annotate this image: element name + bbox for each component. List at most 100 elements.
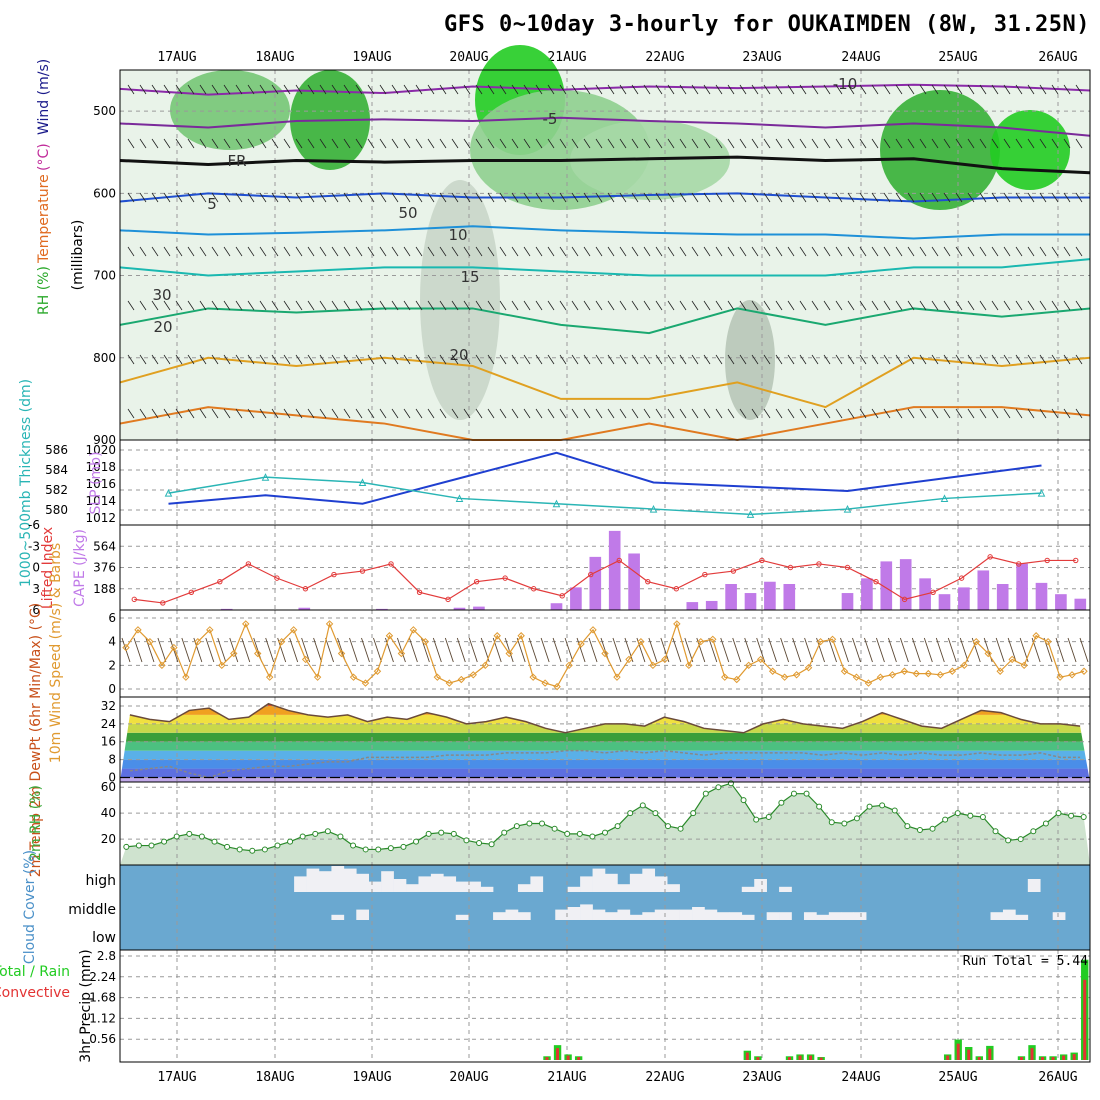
wind-barb <box>607 354 615 365</box>
wind-barb <box>751 246 759 257</box>
cloud-high-bar <box>580 876 593 892</box>
temp-band <box>120 703 1090 706</box>
precip-convective-bar <box>577 1057 581 1060</box>
date-label-top: 19AUG <box>352 50 391 65</box>
temperature-contour <box>119 192 1090 203</box>
thickness-marker <box>164 489 173 497</box>
precip-convective-bar <box>1041 1057 1045 1060</box>
cloud-middle-bar <box>1052 912 1066 920</box>
wind-barb <box>935 637 945 663</box>
wind-barb <box>751 138 759 149</box>
wind-barb <box>487 408 495 419</box>
wind-barb <box>852 637 861 663</box>
y-label-total-rain: Total / Rain <box>0 964 70 980</box>
y-label-cloud: Cloud Cover (%) <box>22 850 38 964</box>
rh-marker <box>387 845 394 852</box>
wind-barb <box>751 192 759 203</box>
precip-convective-bar <box>1062 1055 1066 1060</box>
cloud-middle-bar <box>517 912 531 920</box>
wind-barb <box>187 300 195 311</box>
rh-marker <box>664 823 671 830</box>
wind-speed-marker <box>697 637 705 646</box>
date-label-bottom: 25AUG <box>938 1070 977 1085</box>
wind-barb <box>247 300 255 311</box>
y-tick-label: 2 <box>108 658 116 672</box>
wind-speed-marker <box>888 671 897 679</box>
rh-marker <box>337 833 344 840</box>
wind-barb <box>355 84 363 95</box>
wind-barb <box>667 354 675 365</box>
wind-barb <box>715 246 723 257</box>
wind-barb <box>379 192 387 203</box>
cape-bar <box>725 584 737 610</box>
rh-marker <box>828 819 835 826</box>
wind-barb <box>403 408 411 419</box>
rh-marker <box>765 814 772 821</box>
wind-barb <box>379 138 387 149</box>
wind-barb <box>1027 300 1035 311</box>
cloud-middle-bar <box>505 909 519 920</box>
wind-barb <box>1039 354 1047 365</box>
wind-speed-marker <box>361 679 370 687</box>
wind-barb <box>739 300 747 311</box>
wind-barb <box>127 354 135 365</box>
rh-marker <box>148 842 155 849</box>
wind-barb <box>463 354 471 365</box>
wind-barb <box>763 300 771 311</box>
y-label-cape: CAPE (J/kg) <box>72 529 88 607</box>
wind-barb <box>655 408 663 419</box>
contour-label: -10 <box>833 75 858 93</box>
wind-barb <box>127 408 135 419</box>
rh-marker <box>123 843 130 850</box>
cape-bar <box>1016 563 1028 610</box>
wind-barb <box>1003 354 1011 365</box>
wind-barb <box>475 138 483 149</box>
wind-speed-marker <box>541 679 549 687</box>
wind-barb <box>739 246 747 257</box>
rh-marker <box>891 807 898 814</box>
wind-barb <box>655 192 663 203</box>
wind-barb <box>199 354 207 365</box>
wind-barb <box>559 300 567 311</box>
lifted-index-marker <box>616 557 622 564</box>
wind-barb <box>919 300 927 311</box>
wind-barb <box>403 300 411 311</box>
rh-marker <box>476 839 483 846</box>
date-label-top: 21AUG <box>547 50 586 65</box>
wind-barb <box>247 192 255 203</box>
wind-barb <box>715 138 723 149</box>
wind-barb <box>403 138 411 149</box>
rh-marker <box>1042 820 1049 827</box>
wind-barb <box>355 246 363 257</box>
wind-speed-marker <box>433 673 442 681</box>
wind-barb <box>619 138 627 149</box>
wind-barb <box>223 300 231 311</box>
wind-barb <box>883 84 891 95</box>
wind-barb <box>787 138 795 149</box>
precip-convective-bar <box>545 1057 549 1060</box>
wind-barb <box>271 192 279 203</box>
chart-title: GFS 0~10day 3-hourly for OUKAIMDEN (8W, … <box>443 12 1090 37</box>
wind-barb <box>1015 300 1023 311</box>
wind-barb <box>307 192 315 203</box>
cloud-high-bar <box>1027 879 1041 892</box>
wind-barb <box>151 354 159 365</box>
cape-bar <box>628 553 640 610</box>
wind-barb <box>991 300 999 311</box>
wind-barb <box>511 408 519 419</box>
wind-speed-marker <box>170 643 178 652</box>
y-tick-label: 20 <box>101 832 116 846</box>
wind-speed-marker <box>194 637 202 646</box>
wind-barb <box>919 354 927 365</box>
cape-bar <box>608 530 621 610</box>
date-label-bottom: 23AUG <box>742 1070 781 1085</box>
cloud-middle-bar <box>605 912 618 920</box>
thickness-marker <box>746 510 755 518</box>
wind-barb <box>403 84 411 95</box>
wind-barb <box>451 246 459 257</box>
cloud-high-bar <box>455 881 469 892</box>
wind-barb <box>1063 246 1071 257</box>
wind-barb <box>547 138 555 149</box>
rh-marker <box>1068 812 1075 819</box>
date-label-top: 20AUG <box>449 50 488 65</box>
